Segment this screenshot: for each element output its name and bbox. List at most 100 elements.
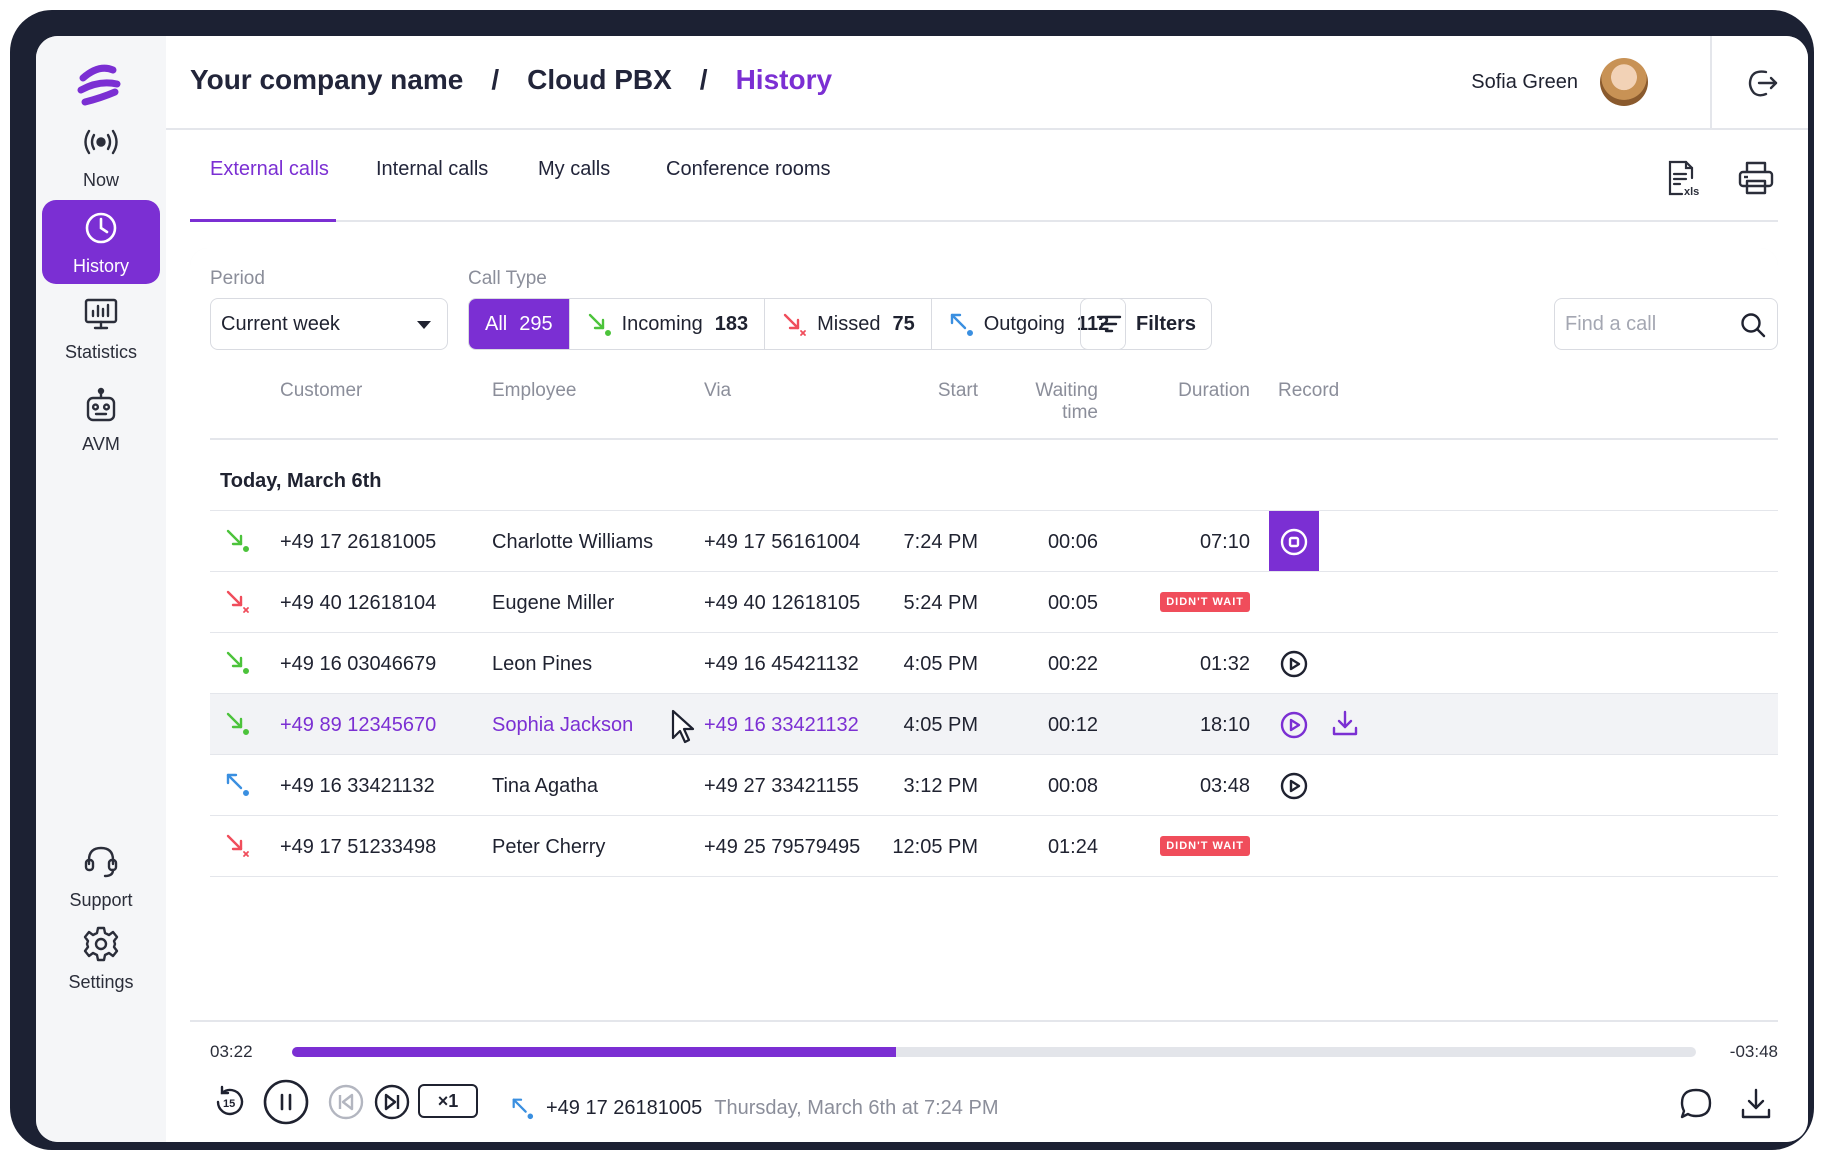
sidebar-item-now[interactable]: Now xyxy=(42,114,160,198)
export-xls-icon[interactable]: xls xyxy=(1662,158,1702,198)
period-value: Current week xyxy=(221,313,340,335)
waiting-time: 00:22 xyxy=(1047,653,1098,675)
call-type-label: Call Type xyxy=(468,268,547,289)
via-number[interactable]: +49 40 12618105 xyxy=(704,592,861,614)
sidebar-item-label: History xyxy=(72,255,129,276)
sidebar-item-history[interactable]: History xyxy=(42,200,160,284)
employee-name[interactable]: Charlotte Williams xyxy=(492,531,654,553)
tab-bar: External calls Internal calls My calls C… xyxy=(190,130,1778,222)
rewind-seconds: 15 xyxy=(223,1098,235,1110)
outgoing-call-icon xyxy=(950,313,973,337)
employee-name[interactable]: Eugene Miller xyxy=(492,592,615,614)
comment-icon[interactable] xyxy=(1678,1086,1714,1122)
employee-name[interactable]: Peter Cherry xyxy=(492,836,606,858)
column-waiting-time-label: time xyxy=(1062,402,1098,423)
search-icon[interactable] xyxy=(1739,311,1767,339)
rewind-15-icon[interactable]: 15 xyxy=(210,1082,250,1122)
breadcrumb-current: History xyxy=(735,64,833,95)
table-row[interactable]: +49 16 03046679 Leon Pines +49 16 454211… xyxy=(210,632,1778,693)
sidebar-item-label: AVM xyxy=(82,433,120,454)
sidebar-item-avm[interactable]: AVM xyxy=(42,378,160,462)
filter-lines-icon xyxy=(1096,315,1122,333)
customer-number[interactable]: +49 40 12618104 xyxy=(280,592,437,614)
customer-number[interactable]: +49 89 12345670 xyxy=(280,714,437,736)
call-type-outgoing[interactable]: Outgoing 112 xyxy=(931,299,1126,349)
table-row[interactable]: +49 16 33421132 Tina Agatha +49 27 33421… xyxy=(210,754,1778,815)
user-menu[interactable]: Sofia Green xyxy=(1471,58,1648,106)
waiting-time: 00:06 xyxy=(1047,531,1098,553)
column-waiting-time[interactable]: Waiting time xyxy=(1035,380,1098,424)
device-frame: Now History Statistics AVM xyxy=(10,10,1814,1150)
duration: 03:48 xyxy=(1199,775,1250,797)
table-row[interactable]: +49 89 12345670 Sophia Jackson +49 16 33… xyxy=(210,693,1778,754)
via-number[interactable]: +49 16 33421132 xyxy=(704,714,859,736)
filters-button[interactable]: Filters xyxy=(1080,298,1212,350)
sidebar: Now History Statistics AVM xyxy=(36,36,166,1142)
play-icon[interactable] xyxy=(1279,649,1309,679)
next-track-icon[interactable] xyxy=(372,1082,412,1122)
column-duration[interactable]: Duration xyxy=(1178,380,1250,401)
column-via[interactable]: Via xyxy=(704,380,732,401)
start-time: 7:24 PM xyxy=(903,531,978,553)
play-icon[interactable] xyxy=(1279,771,1309,801)
column-employee[interactable]: Employee xyxy=(492,380,577,401)
table-row[interactable]: +49 17 26181005 Charlotte Williams +49 1… xyxy=(210,510,1778,572)
column-customer[interactable]: Customer xyxy=(280,380,363,401)
table-row[interactable]: +49 40 12618104 Eugene Miller +49 40 126… xyxy=(210,571,1778,632)
elapsed-time: 03:22 xyxy=(210,1042,253,1061)
record-playing-button[interactable] xyxy=(1269,511,1319,572)
play-icon[interactable] xyxy=(1279,710,1309,740)
customer-number[interactable]: +49 16 03046679 xyxy=(280,653,437,675)
employee-name[interactable]: Leon Pines xyxy=(492,653,593,675)
tab-my-calls[interactable]: My calls xyxy=(538,158,611,180)
pause-icon[interactable] xyxy=(262,1078,310,1126)
outgoing-call-icon xyxy=(226,773,250,797)
customer-number[interactable]: +49 16 33421132 xyxy=(280,775,435,797)
call-type-incoming[interactable]: Incoming 183 xyxy=(569,299,766,349)
via-number[interactable]: +49 16 45421132 xyxy=(704,653,859,675)
search-input[interactable] xyxy=(1565,313,1725,336)
column-start[interactable]: Start xyxy=(937,380,978,401)
breadcrumb: Your company name / Cloud PBX / History xyxy=(190,64,832,96)
incoming-call-icon xyxy=(226,529,250,553)
sidebar-item-support[interactable]: Support xyxy=(42,834,160,918)
call-type-missed[interactable]: Missed 75 xyxy=(765,299,932,349)
printer-icon[interactable] xyxy=(1736,158,1776,198)
playback-speed-button[interactable]: ×1 xyxy=(418,1084,478,1118)
search-box[interactable] xyxy=(1554,298,1778,350)
download-icon[interactable] xyxy=(1330,708,1360,738)
call-type-all[interactable]: All 295 xyxy=(469,299,570,349)
employee-name[interactable]: Sophia Jackson xyxy=(492,714,634,736)
avatar[interactable] xyxy=(1600,58,1648,106)
customer-number[interactable]: +49 17 51233498 xyxy=(280,836,437,858)
previous-track-icon[interactable] xyxy=(326,1082,366,1122)
period-select[interactable]: Current week xyxy=(210,298,448,350)
progress-track[interactable] xyxy=(292,1047,1696,1057)
sidebar-item-settings[interactable]: Settings xyxy=(42,916,160,1000)
brand-logo xyxy=(77,64,121,106)
outgoing-call-icon xyxy=(512,1098,534,1120)
tab-conference-rooms[interactable]: Conference rooms xyxy=(666,158,831,180)
table-row[interactable]: +49 17 51233498 Peter Cherry +49 25 7957… xyxy=(210,815,1778,876)
header-divider xyxy=(1710,36,1712,130)
breadcrumb-cloud-pbx[interactable]: Cloud PBX xyxy=(527,64,672,95)
customer-number[interactable]: +49 17 26181005 xyxy=(280,531,437,553)
sidebar-item-statistics[interactable]: Statistics xyxy=(42,286,160,370)
tab-internal-calls[interactable]: Internal calls xyxy=(376,158,489,180)
via-number[interactable]: +49 25 79579495 xyxy=(704,836,861,858)
via-number[interactable]: +49 27 33421155 xyxy=(704,775,859,797)
incoming-call-icon xyxy=(226,712,250,736)
start-time: 4:05 PM xyxy=(903,653,978,675)
via-number[interactable]: +49 17 56161004 xyxy=(704,531,861,553)
waiting-time: 01:24 xyxy=(1047,836,1098,858)
logout-icon[interactable] xyxy=(1746,66,1780,100)
incoming-call-icon xyxy=(588,313,611,337)
column-record[interactable]: Record xyxy=(1278,380,1340,401)
broadcast-icon xyxy=(84,129,118,154)
tab-external-calls[interactable]: External calls xyxy=(210,158,329,180)
breadcrumb-company[interactable]: Your company name xyxy=(190,64,464,95)
download-icon[interactable] xyxy=(1738,1086,1774,1122)
employee-name[interactable]: Tina Agatha xyxy=(492,775,599,797)
didnt-wait-badge: DIDN'T WAIT xyxy=(1160,836,1250,856)
column-waiting-label: Waiting xyxy=(1035,380,1098,401)
